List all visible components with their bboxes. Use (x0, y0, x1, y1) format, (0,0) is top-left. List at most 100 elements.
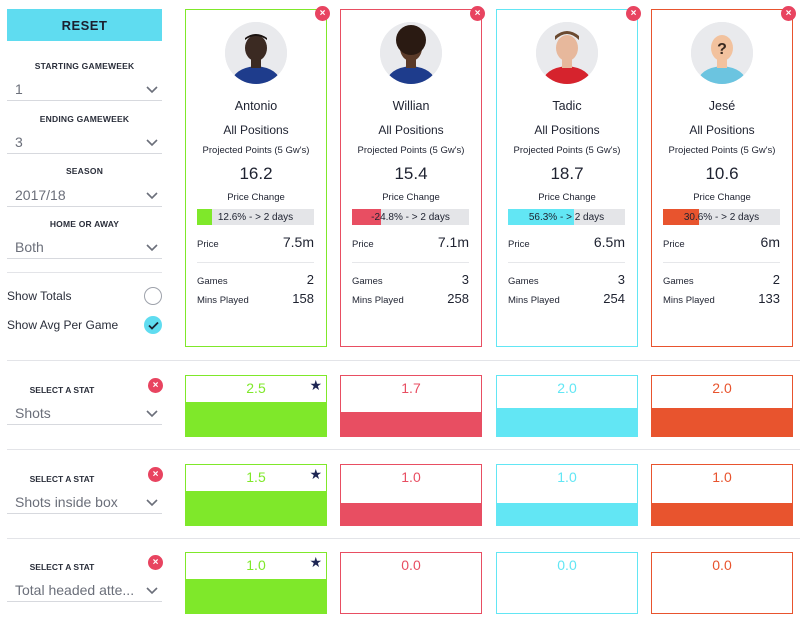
chevron-down-icon (146, 85, 158, 93)
mins-row: Mins Played 158 (197, 291, 314, 306)
remove-stat-button[interactable]: × (148, 467, 163, 482)
stat-select[interactable]: Shots inside box (7, 490, 162, 514)
check-icon (147, 321, 159, 330)
stat-value-box: 2.5 ★ (185, 375, 327, 437)
remove-stat-button[interactable]: × (148, 378, 163, 393)
show-avg-radio-checked[interactable] (144, 316, 162, 334)
stat-value: 1.0 (401, 469, 421, 485)
stat-value: 1.0 (557, 469, 577, 485)
mins-value: 254 (603, 291, 625, 306)
mins-label: Mins Played (197, 295, 249, 306)
price-change-bar: 30.6% - > 2 days (663, 209, 780, 225)
games-value: 3 (461, 272, 469, 287)
stat-value: 2.0 (712, 380, 732, 396)
price-change-bar: 12.6% - > 2 days (197, 209, 314, 225)
player-photo-icon (225, 22, 287, 84)
remove-player-button[interactable]: × (781, 6, 796, 21)
price-value: 6.5m (593, 234, 625, 250)
remove-player-button[interactable]: × (315, 6, 330, 21)
divider (7, 538, 800, 539)
show-avg-label: Show Avg Per Game (7, 318, 119, 332)
reset-button[interactable]: RESET (7, 9, 162, 41)
season-value: 2017/18 (15, 186, 66, 203)
mins-row: Mins Played 254 (508, 291, 625, 306)
stat-value-box: 1.0 (651, 464, 793, 526)
mins-row: Mins Played 133 (663, 291, 780, 306)
games-value: 3 (617, 272, 625, 287)
games-row: Games 3 (508, 272, 625, 287)
player-name: Tadic (552, 99, 582, 113)
projected-points-value: 18.7 (550, 164, 584, 183)
stat-value: 0.0 (712, 557, 732, 573)
remove-stat-button[interactable]: × (148, 555, 163, 570)
games-row: Games 3 (352, 272, 469, 287)
chevron-down-icon (146, 498, 158, 506)
stat-bar (497, 408, 637, 436)
starting-gameweek-select[interactable]: 1 (7, 77, 162, 101)
price-change-text: 12.6% - > 2 days (217, 211, 294, 223)
stat-value-box: 0.0 (340, 552, 482, 614)
projected-points-label: Projected Points (5 Gw's) (668, 145, 776, 156)
stat-bar (186, 491, 326, 525)
star-icon: ★ (309, 554, 322, 570)
player-card: × Willian All Positions Projected Points (5… (340, 6, 485, 347)
chevron-down-icon (146, 191, 158, 199)
price-change-text: -24.8% - > 2 days (371, 211, 450, 223)
home-away-label: HOME OR AWAY (49, 219, 120, 229)
price-change-bar: 56.3% - > 2 days (508, 209, 625, 225)
divider (7, 360, 800, 361)
ending-gameweek-select[interactable]: 3 (7, 130, 162, 154)
divider (352, 262, 469, 263)
season-select[interactable]: 2017/18 (7, 183, 162, 207)
price-row: Price 7.1m (352, 234, 469, 250)
games-value: 2 (306, 272, 314, 287)
stat-select[interactable]: Total headed atte... (7, 578, 162, 602)
price-row: Price 6m (663, 234, 780, 250)
player-photo-icon (536, 22, 598, 84)
stat-value-box: 1.0 (496, 464, 638, 526)
projected-points-value: 10.6 (705, 164, 739, 183)
mins-label: Mins Played (508, 295, 560, 306)
projected-points-value: 15.4 (394, 164, 428, 183)
mins-label: Mins Played (352, 295, 404, 306)
show-totals-radio[interactable] (144, 287, 162, 305)
stat-value-box: 0.0 (651, 552, 793, 614)
player-position: All Positions (689, 123, 755, 137)
price-change-label: Price Change (382, 192, 440, 203)
remove-player-button[interactable]: × (470, 6, 485, 21)
home-away-select[interactable]: Both (7, 235, 162, 259)
show-avg-option[interactable]: Show Avg Per Game (7, 315, 162, 335)
stat-bar (186, 579, 326, 613)
price-value: 7.5m (282, 234, 314, 250)
ending-gameweek-value: 3 (15, 133, 23, 150)
price-label: Price (352, 239, 374, 250)
stat-value: 1.0 (246, 557, 266, 573)
price-change-label: Price Change (693, 192, 751, 203)
remove-player-button[interactable]: × (626, 6, 641, 21)
stat-value-box: 0.0 (496, 552, 638, 614)
stat-select-value: Total headed atte... (15, 581, 135, 598)
divider (7, 449, 800, 450)
starting-gameweek-label: STARTING GAMEWEEK (34, 61, 135, 71)
divider (663, 262, 780, 263)
price-change-text: 56.3% - > 2 days (528, 211, 605, 223)
chevron-down-icon (146, 409, 158, 417)
chevron-down-icon (146, 243, 158, 251)
stat-bar (341, 503, 481, 525)
select-stat-label: SELECT A STAT (29, 474, 95, 484)
stat-value-box: 1.5 ★ (185, 464, 327, 526)
show-totals-option[interactable]: Show Totals (7, 286, 162, 306)
chevron-down-icon (146, 138, 158, 146)
stat-select-value: Shots inside box (15, 493, 118, 510)
divider (508, 262, 625, 263)
games-row: Games 2 (663, 272, 780, 287)
projected-points-value: 16.2 (239, 164, 273, 183)
price-value: 6m (760, 234, 780, 250)
stat-value-box: 1.7 (340, 375, 482, 437)
games-label: Games (352, 276, 383, 287)
price-change-label: Price Change (227, 192, 285, 203)
stat-select[interactable]: Shots (7, 401, 162, 425)
price-change-bar: -24.8% - > 2 days (352, 209, 469, 225)
player-position: All Positions (223, 123, 289, 137)
stat-value: 2.0 (557, 380, 577, 396)
